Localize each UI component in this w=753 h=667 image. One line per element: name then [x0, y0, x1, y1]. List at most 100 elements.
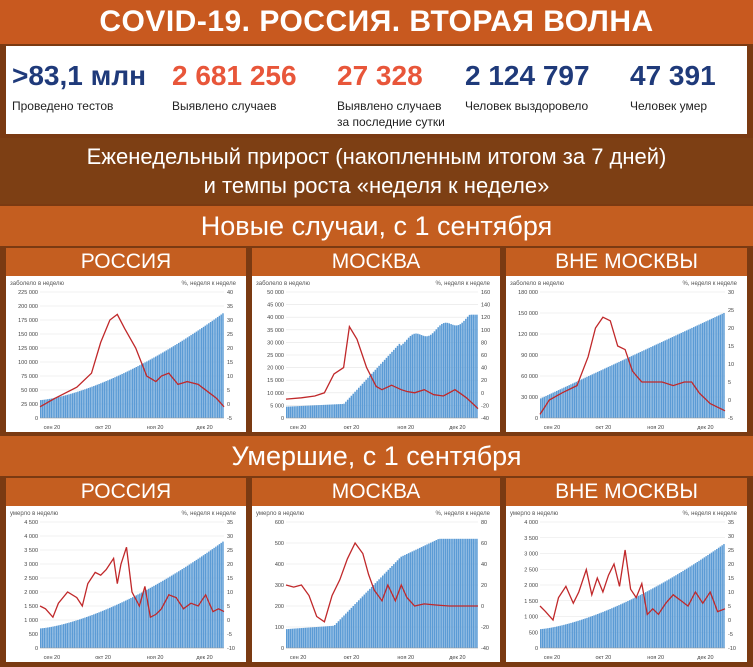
bar: [541, 628, 544, 648]
right-axis-label: %, неделя к неделе: [682, 281, 737, 287]
bar: [289, 406, 292, 418]
bar: [123, 601, 125, 648]
y2-tick-label: 120: [481, 315, 490, 321]
bar: [128, 598, 130, 648]
right-axis-label: %, неделя к неделе: [435, 511, 490, 517]
bar: [169, 576, 171, 648]
bar: [153, 585, 155, 648]
stat-label: Проведено тестов: [12, 99, 114, 113]
stat-tests: >83,1 млн Проведено тестов: [6, 46, 166, 134]
bar: [142, 591, 145, 648]
bar: [176, 344, 178, 418]
stat-label: Человек выздоровело: [465, 99, 589, 113]
y-tick-label: 500: [275, 541, 284, 547]
bar: [70, 393, 72, 418]
y-tick-label: 0: [281, 416, 284, 422]
y-tick-label: 0: [281, 646, 284, 652]
bar: [694, 563, 697, 648]
bar: [448, 538, 451, 648]
bar: [339, 619, 342, 648]
bar: [660, 583, 663, 648]
bar: [540, 398, 542, 418]
bar: [178, 342, 180, 418]
bar: [372, 585, 375, 648]
bar: [174, 573, 176, 648]
bar: [455, 325, 458, 418]
bar: [354, 604, 356, 648]
stat-cases-day: 27 328 Выявлено случаев за последние сут…: [331, 46, 459, 134]
bar: [188, 336, 191, 418]
y-tick-label: 50 000: [267, 290, 284, 296]
bar: [209, 322, 212, 418]
bar: [40, 628, 42, 648]
bar: [593, 373, 595, 418]
y-tick-label: 3 000: [524, 552, 538, 558]
y2-tick-label: 30: [728, 290, 734, 296]
bar: [675, 575, 677, 648]
bar: [662, 582, 665, 648]
bar: [68, 622, 70, 648]
bar: [43, 399, 46, 418]
bar: [466, 316, 469, 418]
bar: [385, 571, 388, 648]
x-tick-label: дек 20: [449, 425, 465, 431]
y-tick-label: 200: [275, 604, 284, 610]
y2-tick-label: -5: [227, 416, 232, 422]
bar: [112, 606, 115, 648]
bar: [133, 367, 136, 418]
y2-tick-label: 0: [481, 391, 484, 397]
bar: [703, 322, 706, 418]
bar: [94, 613, 97, 648]
bar: [721, 313, 723, 418]
bar: [165, 578, 168, 648]
y2-tick-label: 60: [481, 541, 487, 547]
bar: [708, 553, 711, 648]
bar: [114, 605, 116, 648]
x-tick-label: окт 20: [596, 655, 612, 661]
bar: [359, 385, 362, 418]
bar: [579, 380, 581, 418]
bar: [313, 627, 316, 648]
bar: [545, 395, 547, 418]
bar: [461, 538, 463, 648]
bar: [195, 559, 198, 648]
y-tick-label: 4 500: [24, 520, 38, 526]
bar: [315, 626, 318, 648]
bar: [673, 576, 675, 648]
bar: [394, 347, 397, 418]
bar: [561, 625, 563, 648]
bar: [119, 374, 122, 418]
stat-cases: 2 681 256 Выявлено случаев: [166, 46, 331, 134]
bar: [326, 404, 329, 418]
y-tick-label: 3 500: [24, 548, 38, 554]
bar: [422, 335, 425, 418]
bar: [559, 625, 562, 648]
y-tick-label: 1 000: [524, 615, 538, 621]
bar: [474, 538, 476, 648]
bar: [570, 622, 572, 648]
bar: [657, 585, 659, 648]
y-tick-label: 2 000: [524, 583, 538, 589]
bar: [337, 404, 340, 418]
bar: [50, 626, 53, 648]
bar: [468, 538, 471, 648]
bar: [676, 574, 679, 648]
bar: [625, 601, 627, 648]
bar: [407, 553, 410, 648]
bar: [472, 314, 475, 418]
bar: [636, 353, 638, 418]
bar: [302, 405, 305, 418]
bar: [644, 592, 647, 648]
bar: [600, 612, 602, 648]
bar: [446, 322, 449, 418]
bar: [428, 335, 430, 418]
bar: [548, 394, 551, 418]
bar: [55, 397, 58, 418]
x-tick-label: ноя 20: [397, 655, 414, 661]
y2-tick-label: 0: [728, 398, 731, 404]
bar: [40, 400, 42, 418]
y2-tick-label: -5: [728, 416, 733, 422]
bar: [156, 583, 159, 648]
panel-title-moscow-cases: МОСКВА: [252, 248, 500, 276]
y-tick-label: 120 000: [518, 332, 538, 338]
